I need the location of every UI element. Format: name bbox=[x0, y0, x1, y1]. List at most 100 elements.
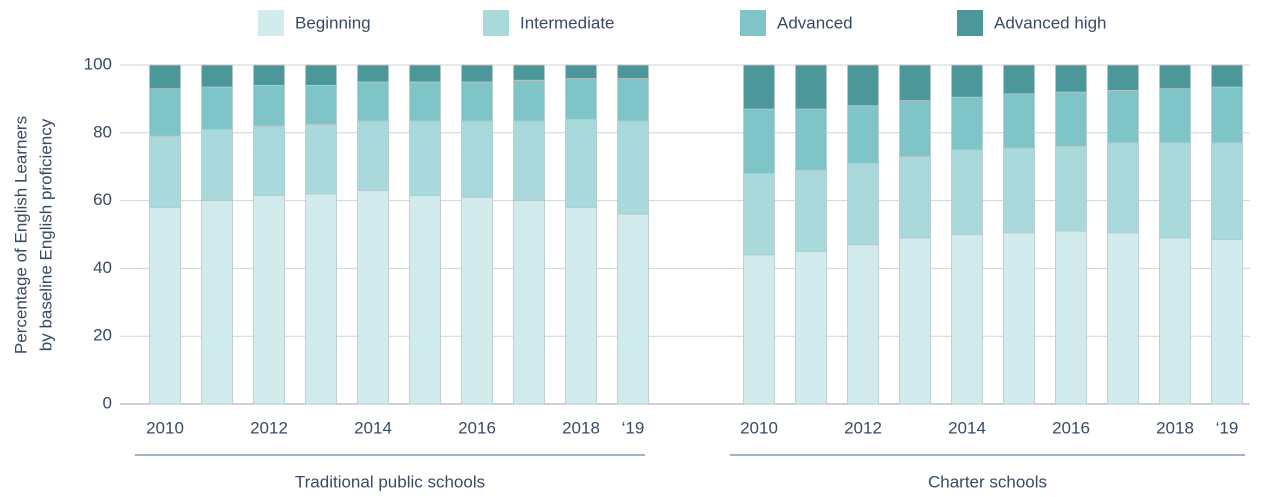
legend-swatch bbox=[483, 10, 509, 36]
bar-segment bbox=[253, 195, 285, 405]
bar-segment bbox=[253, 125, 285, 196]
bar-segment bbox=[513, 200, 545, 405]
x-tick-label: 2010 bbox=[146, 418, 184, 437]
bar-segment bbox=[357, 120, 389, 191]
bar-segment bbox=[1003, 93, 1035, 149]
bar-segment bbox=[513, 64, 545, 81]
legend-label: Intermediate bbox=[520, 13, 615, 32]
x-tick-label: 2014 bbox=[948, 418, 986, 437]
bar-segment bbox=[357, 190, 389, 405]
bar-segment bbox=[617, 120, 649, 215]
bar-segment bbox=[461, 81, 493, 122]
x-tick-label: 2016 bbox=[1052, 418, 1090, 437]
bar-segment bbox=[565, 118, 597, 208]
bar-segment bbox=[305, 193, 337, 405]
bar-segment bbox=[795, 169, 827, 252]
bar-segment bbox=[461, 196, 493, 405]
bar-segment bbox=[743, 108, 775, 174]
y-tick-label: 60 bbox=[93, 190, 112, 209]
legend-label: Advanced high bbox=[994, 13, 1106, 32]
bar-segment bbox=[951, 64, 983, 98]
bar-segment bbox=[1159, 237, 1191, 405]
bar-segment bbox=[357, 64, 389, 83]
x-tick-label: 2018 bbox=[1156, 418, 1194, 437]
bar-segment bbox=[149, 64, 181, 90]
legend-swatch bbox=[740, 10, 766, 36]
bar-segment bbox=[305, 64, 337, 86]
bar-segment bbox=[253, 64, 285, 86]
bar-segment bbox=[795, 108, 827, 171]
bar-segment bbox=[847, 162, 879, 246]
bar-segment bbox=[201, 64, 233, 88]
bar-segment bbox=[149, 88, 181, 137]
bar-segment bbox=[743, 64, 775, 110]
legend-swatch bbox=[957, 10, 983, 36]
bar-segment bbox=[565, 64, 597, 79]
y-tick-label: 20 bbox=[93, 326, 112, 345]
bar-segment bbox=[795, 64, 827, 110]
bar-segment bbox=[1107, 232, 1139, 405]
bar-segment bbox=[461, 120, 493, 198]
bar-segment bbox=[617, 213, 649, 405]
group-label: Traditional public schools bbox=[295, 472, 485, 491]
bar-segment bbox=[305, 123, 337, 195]
bar-segment bbox=[899, 64, 931, 101]
bar-segment bbox=[1003, 147, 1035, 234]
x-tick-label: 2018 bbox=[562, 418, 600, 437]
bar-segment bbox=[899, 156, 931, 239]
bar-segment bbox=[847, 64, 879, 107]
legend-label: Advanced bbox=[777, 13, 853, 32]
bar-segment bbox=[1003, 64, 1035, 95]
bar-segment bbox=[899, 237, 931, 405]
bar-segment bbox=[1211, 142, 1243, 240]
bar-segment bbox=[1055, 64, 1087, 93]
bar-segment bbox=[253, 84, 285, 127]
bar-segment bbox=[409, 64, 441, 83]
bar-segment bbox=[149, 206, 181, 405]
x-tick-label: 2014 bbox=[354, 418, 392, 437]
bar-segment bbox=[899, 100, 931, 157]
x-tick-label: ‘19 bbox=[622, 418, 645, 437]
bar-segment bbox=[847, 244, 879, 405]
bar-segment bbox=[201, 86, 233, 130]
bar-segment bbox=[1211, 239, 1243, 405]
bar-segment bbox=[951, 149, 983, 235]
bar-segment bbox=[305, 84, 337, 125]
bar-segment bbox=[201, 129, 233, 202]
y-axis-label: Percentage of English Learners bbox=[11, 116, 30, 354]
x-tick-label: 2010 bbox=[740, 418, 778, 437]
bar-segment bbox=[409, 120, 441, 196]
x-tick-label: 2012 bbox=[844, 418, 882, 437]
bar-segment bbox=[1107, 90, 1139, 144]
x-tick-label: ‘19 bbox=[1216, 418, 1239, 437]
bar-segment bbox=[1055, 91, 1087, 147]
bar-segment bbox=[1159, 88, 1191, 144]
legend-swatch bbox=[258, 10, 284, 36]
bar-segment bbox=[951, 96, 983, 151]
bar-segment bbox=[1055, 145, 1087, 232]
bar-segment bbox=[951, 234, 983, 405]
bar-segment bbox=[743, 173, 775, 256]
bar-segment bbox=[795, 251, 827, 405]
bar-segment bbox=[149, 135, 181, 208]
bar-segment bbox=[513, 79, 545, 122]
bar-segment bbox=[461, 64, 493, 83]
group-label: Charter schools bbox=[928, 472, 1047, 491]
bar-segment bbox=[513, 120, 545, 201]
bar-segment bbox=[617, 78, 649, 122]
bar-segment bbox=[201, 200, 233, 405]
y-tick-label: 40 bbox=[93, 258, 112, 277]
bar-segment bbox=[1159, 64, 1191, 90]
bar-segment bbox=[565, 78, 597, 120]
bar-segment bbox=[409, 81, 441, 122]
bar-segment bbox=[617, 64, 649, 79]
bar-segment bbox=[1107, 142, 1139, 234]
bar-segment bbox=[1107, 64, 1139, 91]
bar-segment bbox=[847, 105, 879, 164]
bar-segment bbox=[357, 81, 389, 122]
bar-segment bbox=[409, 195, 441, 405]
bar-segment bbox=[1211, 64, 1243, 88]
bar-segment bbox=[743, 254, 775, 405]
y-tick-label: 0 bbox=[103, 393, 112, 412]
